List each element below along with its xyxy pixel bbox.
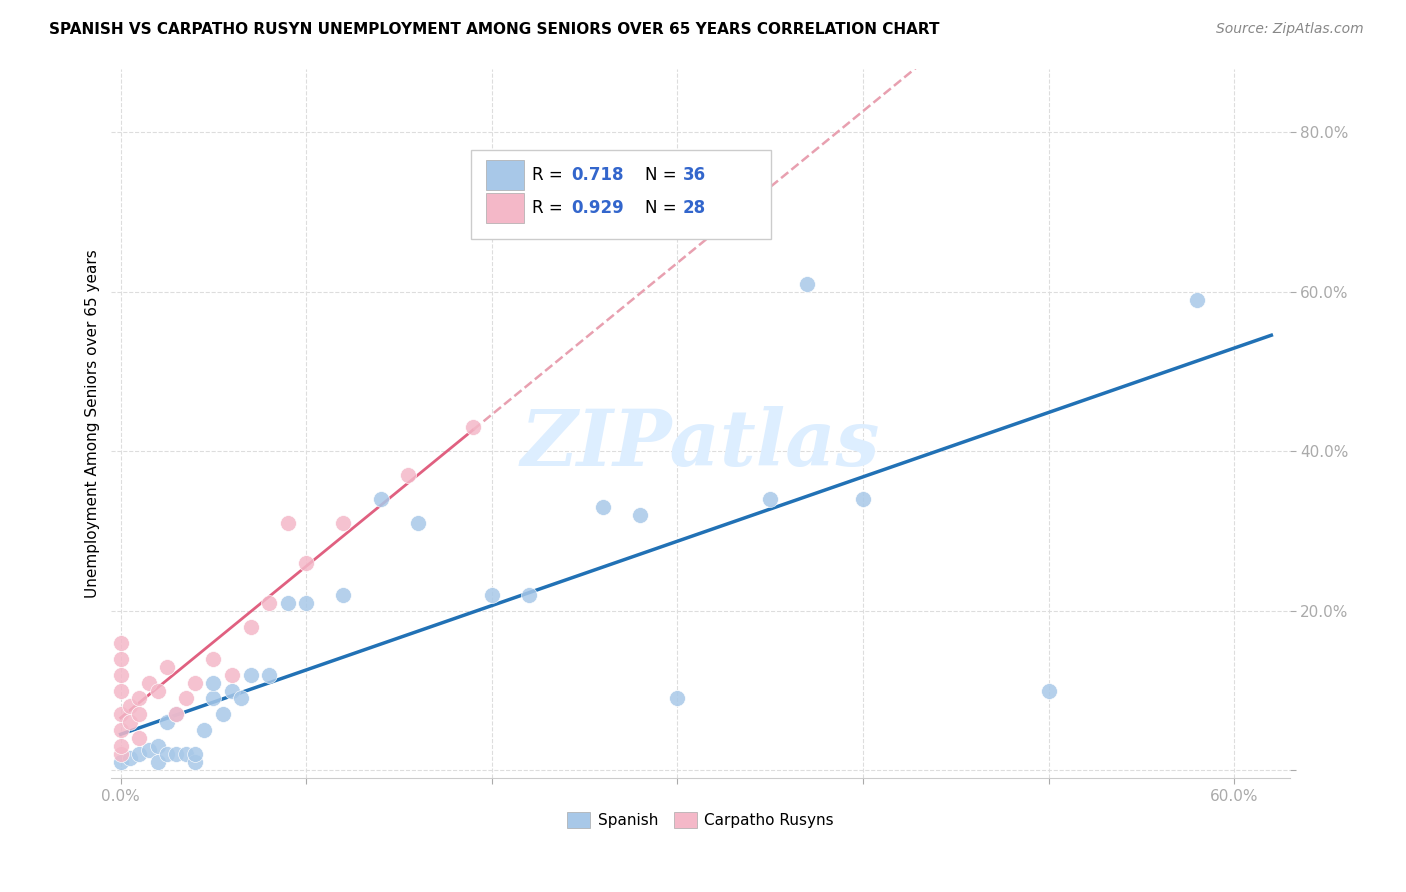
Point [202,651,225,665]
FancyBboxPatch shape [471,150,772,239]
Point [406,516,429,530]
Point [295,596,318,610]
Text: 36: 36 [683,166,706,184]
Point [481,588,503,602]
Legend: Spanish, Carpatho Rusyns: Spanish, Carpatho Rusyns [561,806,839,834]
Point [239,620,262,634]
Text: N =: N = [645,166,682,184]
Point [463,420,485,434]
Point [156,747,179,762]
Point [666,691,689,706]
Point [852,492,875,507]
Text: N =: N = [645,199,682,218]
Point [184,747,207,762]
Point [231,691,253,706]
Text: R =: R = [531,166,568,184]
Point [202,675,225,690]
Point [370,492,392,507]
Point [221,667,243,681]
Point [110,667,132,681]
Point [128,731,150,746]
Point [332,588,354,602]
Point [165,707,187,722]
Text: R =: R = [531,199,568,218]
Point [277,516,299,530]
Point [110,747,132,762]
Point [110,707,132,722]
Point [396,468,419,483]
FancyBboxPatch shape [486,160,524,190]
Point [128,707,150,722]
Point [156,659,179,673]
Point [517,588,540,602]
Point [174,747,197,762]
Point [118,751,141,765]
Point [202,691,225,706]
Point [110,739,132,754]
Point [110,723,132,738]
Text: Source: ZipAtlas.com: Source: ZipAtlas.com [1216,22,1364,37]
Y-axis label: Unemployment Among Seniors over 65 years: Unemployment Among Seniors over 65 years [86,249,100,598]
Point [221,683,243,698]
Text: 0.929: 0.929 [571,199,624,218]
Point [332,516,354,530]
Point [128,691,150,706]
Text: 28: 28 [683,199,706,218]
Point [110,635,132,649]
Point [1185,293,1208,307]
Point [110,651,132,665]
Point [165,707,187,722]
Point [110,756,132,770]
Point [211,707,233,722]
Text: SPANISH VS CARPATHO RUSYN UNEMPLOYMENT AMONG SENIORS OVER 65 YEARS CORRELATION C: SPANISH VS CARPATHO RUSYN UNEMPLOYMENT A… [49,22,939,37]
Point [257,596,280,610]
Point [146,756,169,770]
Point [146,683,169,698]
Point [110,683,132,698]
Point [128,747,150,762]
FancyBboxPatch shape [486,194,524,223]
Text: 0.718: 0.718 [571,166,623,184]
Point [796,277,818,291]
Point [165,747,187,762]
Point [277,596,299,610]
Point [257,667,280,681]
Point [239,667,262,681]
Point [193,723,215,738]
Point [118,715,141,730]
Point [138,675,160,690]
Point [146,739,169,754]
Point [184,756,207,770]
Text: ZIPatlas: ZIPatlas [522,407,880,483]
Point [592,500,614,514]
Point [138,743,160,757]
Point [1038,683,1060,698]
Point [759,492,782,507]
Point [174,691,197,706]
Point [628,508,651,522]
Point [156,715,179,730]
Point [184,675,207,690]
Point [295,556,318,570]
Point [118,699,141,714]
